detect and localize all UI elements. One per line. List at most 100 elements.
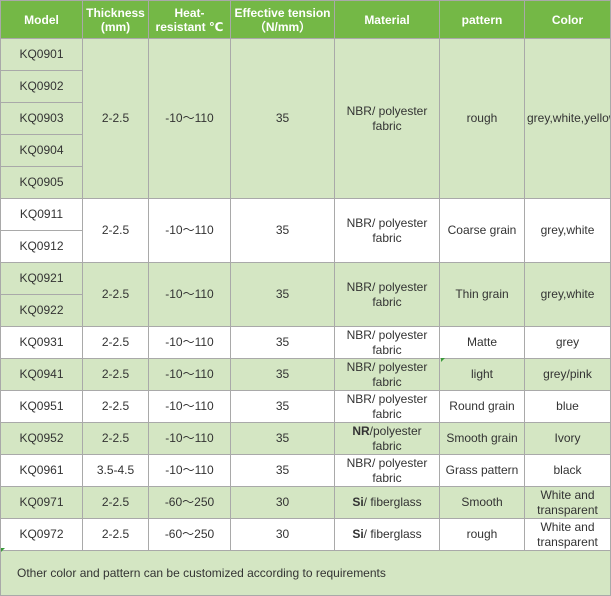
header-pattern: pattern	[439, 0, 525, 39]
cell-thickness: 2-2.5	[82, 486, 149, 519]
cell-color: White and transparent	[524, 518, 611, 551]
material-bold: Si	[352, 527, 364, 541]
cell-heat: -10～110	[148, 198, 231, 263]
table-row: KQ0931 2-2.5 -10～110 35 NBR/ polyester fabri…	[0, 326, 611, 359]
table-row: KQ0911 2-2.5 -10～110 35 NBR/ polyester fabri…	[0, 198, 611, 263]
cell-color: grey,white,yellow,blue,red	[524, 38, 611, 199]
material-text: NBR/ polyester fabric	[346, 359, 428, 389]
cell-model: KQ0905	[0, 166, 83, 199]
cell-model: KQ0952	[0, 422, 83, 455]
cell-heat: -10～110	[148, 38, 231, 199]
cell-heat: -10～110	[148, 454, 231, 487]
table-row: KQ0971 2-2.5 -60～250 30 Si/ fiberglass Smooth…	[0, 486, 611, 519]
cell-thickness: 2-2.5	[82, 390, 149, 423]
material-text: NBR/ polyester fabric	[346, 455, 428, 485]
header-heat: Heat-resistant ℃	[148, 0, 231, 39]
cell-thickness: 3.5-4.5	[82, 454, 149, 487]
cell-pattern: Smooth grain	[439, 422, 525, 455]
cell-model: KQ0912	[0, 230, 83, 263]
cell-material: NBR/ polyester fabric	[334, 454, 440, 487]
cell-tension: 35	[230, 262, 335, 327]
cell-tension: 30	[230, 486, 335, 519]
table-row: KQ0901 2-2.5 -10～110 35 NBR/ polyester fabri…	[0, 38, 611, 199]
cell-model: KQ0951	[0, 390, 83, 423]
material-bold: Si	[352, 495, 364, 509]
cell-heat: -10～110	[148, 326, 231, 359]
cell-model: KQ0921	[0, 262, 83, 295]
cell-color: grey,white	[524, 198, 611, 263]
cell-heat: -10～110	[148, 390, 231, 423]
cell-model: KQ0903	[0, 102, 83, 135]
material-bold: NR	[352, 423, 370, 438]
cell-thickness: 2-2.5	[82, 358, 149, 391]
cell-tension: 35	[230, 454, 335, 487]
cell-color: grey/pink	[524, 358, 611, 391]
cell-tension: 35	[230, 422, 335, 455]
material-text: NBR/ polyester fabric	[346, 391, 428, 421]
cell-tension: 35	[230, 38, 335, 199]
table-row: KQ0961 3.5-4.5 -10～110 35 NBR/ polyester fab…	[0, 454, 611, 487]
header-thickness: Thickness (mm)	[82, 0, 149, 39]
cell-thickness: 2-2.5	[82, 262, 149, 327]
cell-model: KQ0902	[0, 70, 83, 103]
cell-tension: 35	[230, 326, 335, 359]
cell-pattern: rough	[439, 518, 525, 551]
table-row: KQ0905	[0, 166, 611, 199]
cell-model: KQ0941	[0, 358, 83, 391]
cell-model: KQ0922	[0, 294, 83, 327]
cell-color: grey	[524, 326, 611, 359]
cell-tension: 35	[230, 198, 335, 263]
cell-pattern: Coarse grain	[439, 198, 525, 263]
cell-material: NBR/ polyester fabric	[334, 326, 440, 359]
header-row: Model Thickness (mm) Heat-resistant ℃ Eff…	[0, 0, 611, 39]
cell-heat: -10～110	[148, 422, 231, 455]
cell-model: KQ0971	[0, 486, 83, 519]
cell-pattern: rough	[439, 38, 525, 199]
table-row: KQ0922	[0, 294, 611, 327]
cell-thickness: 2-2.5	[82, 326, 149, 359]
header-tension: Effective tension （N/mm）	[230, 0, 335, 39]
material-text: NBR/ polyester fabric	[346, 215, 428, 245]
cell-model: KQ0972	[0, 518, 83, 551]
cell-material: NBR/ polyester fabric	[334, 262, 440, 327]
cell-color: blue	[524, 390, 611, 423]
material-text: / fiberglass	[363, 495, 422, 509]
cell-material: NBR/ polyester fabric	[334, 390, 440, 423]
table-row: KQ0952 2-2.5 -10～110 35 NR/polyester fabric S…	[0, 422, 611, 455]
material-text: NBR/ polyester fabric	[346, 103, 428, 133]
cell-pattern: Matte	[439, 326, 525, 359]
table-row: KQ0951 2-2.5 -10～110 35 NBR/ polyester fabri…	[0, 390, 611, 423]
cell-material: NBR/ polyester fabric	[334, 198, 440, 263]
cell-pattern: Thin grain	[439, 262, 525, 327]
header-model: Model	[0, 0, 83, 39]
cell-model: KQ0901	[0, 38, 83, 71]
cell-pattern: Round grain	[439, 390, 525, 423]
table-row: KQ0972 2-2.5 -60～250 30 Si/ fiberglass rough W…	[0, 518, 611, 551]
material-text: NBR/ polyester fabric	[346, 327, 428, 357]
cell-model: KQ0911	[0, 198, 83, 231]
cell-color: grey,white	[524, 262, 611, 327]
cell-color: black	[524, 454, 611, 487]
cell-model: KQ0931	[0, 326, 83, 359]
cell-material: Si/ fiberglass	[334, 518, 440, 551]
table-row: KQ0912	[0, 230, 611, 263]
table-row: KQ0903	[0, 102, 611, 135]
cell-model: KQ0904	[0, 134, 83, 167]
cell-thickness: 2-2.5	[82, 198, 149, 263]
cell-pattern: Smooth	[439, 486, 525, 519]
corner-mark	[441, 358, 445, 362]
cell-tension: 30	[230, 518, 335, 551]
table-row: KQ0941 2-2.5 -10～110 35 NBR/ polyester fabri…	[0, 358, 611, 391]
cell-color: White and transparent	[524, 486, 611, 519]
cell-heat: -60～250	[148, 518, 231, 551]
cell-material: Si/ fiberglass	[334, 486, 440, 519]
cell-color: Ivory	[524, 422, 611, 455]
cell-tension: 35	[230, 390, 335, 423]
cell-material: NR/polyester fabric	[334, 422, 440, 455]
cell-thickness: 2-2.5	[82, 422, 149, 455]
cell-heat: -10～110	[148, 262, 231, 327]
material-text: NBR/ polyester fabric	[346, 279, 428, 309]
cell-model: KQ0961	[0, 454, 83, 487]
cell-heat: -10～110	[148, 358, 231, 391]
